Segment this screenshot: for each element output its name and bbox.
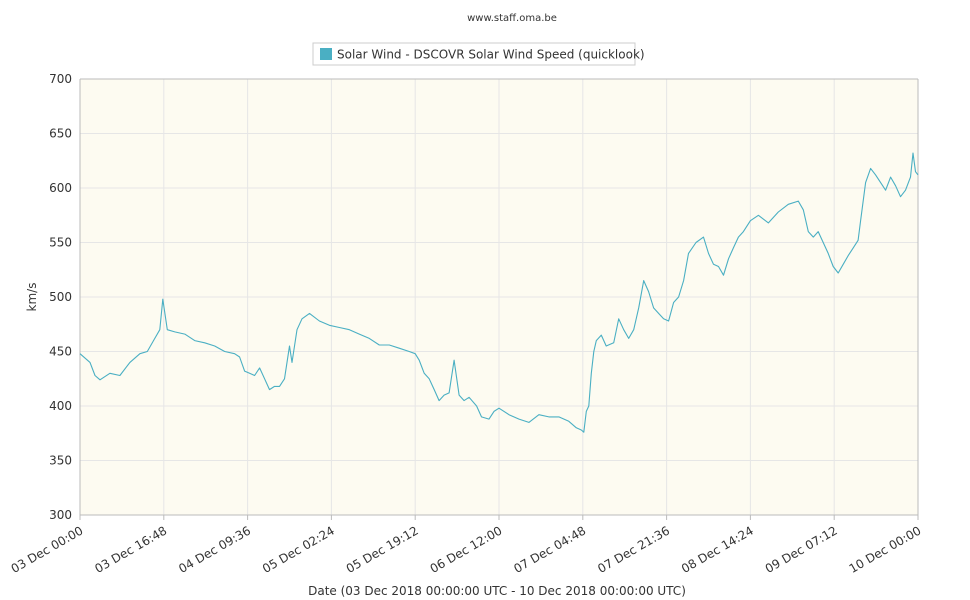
legend[interactable]: Solar Wind - DSCOVR Solar Wind Speed (qu…	[312, 42, 645, 66]
x-tick-label: 09 Dec 07:12	[763, 523, 840, 575]
credit-text: www.staff.oma.be	[467, 13, 557, 24]
grid-lines	[79, 78, 919, 516]
x-tick-label: 06 Dec 12:00	[428, 523, 505, 575]
x-tick-label: 04 Dec 09:36	[176, 523, 253, 575]
x-tick-label: 10 Dec 00:00	[847, 523, 924, 575]
x-tick-label: 07 Dec 04:48	[511, 523, 588, 575]
y-tick-label: 500	[49, 290, 72, 304]
y-tick-label: 550	[49, 236, 72, 250]
y-axis-title: km/s	[25, 283, 39, 312]
x-tick-label: 05 Dec 19:12	[344, 523, 421, 575]
x-tick-label: 08 Dec 14:24	[679, 523, 756, 575]
legend-swatch	[320, 48, 332, 60]
x-tick-label: 03 Dec 16:48	[92, 523, 169, 575]
y-tick-label: 300	[49, 508, 72, 522]
y-tick-label: 450	[49, 345, 72, 359]
y-tick-label: 600	[49, 181, 72, 195]
legend-box[interactable]	[312, 42, 636, 66]
x-axis-title: Date (03 Dec 2018 00:00:00 UTC - 10 Dec …	[308, 584, 686, 598]
y-tick-label: 400	[49, 399, 72, 413]
legend-label: Solar Wind - DSCOVR Solar Wind Speed (qu…	[337, 48, 645, 62]
x-tick-label: 07 Dec 21:36	[595, 523, 672, 575]
x-tick-label: 05 Dec 02:24	[260, 523, 337, 575]
y-tick-label: 700	[49, 72, 72, 86]
x-tick-label: 03 Dec 00:00	[9, 523, 86, 575]
y-tick-label: 350	[49, 454, 72, 468]
series-line-solar-wind-speed	[79, 152, 919, 433]
y-tick-label: 650	[49, 127, 72, 141]
x-axis-ticks: 03 Dec 00:00 03 Dec 16:48 04 Dec 09:36 05 D…	[9, 515, 924, 576]
y-axis-ticks: 300 350 400 450 500 550 600 650 700	[49, 72, 72, 522]
